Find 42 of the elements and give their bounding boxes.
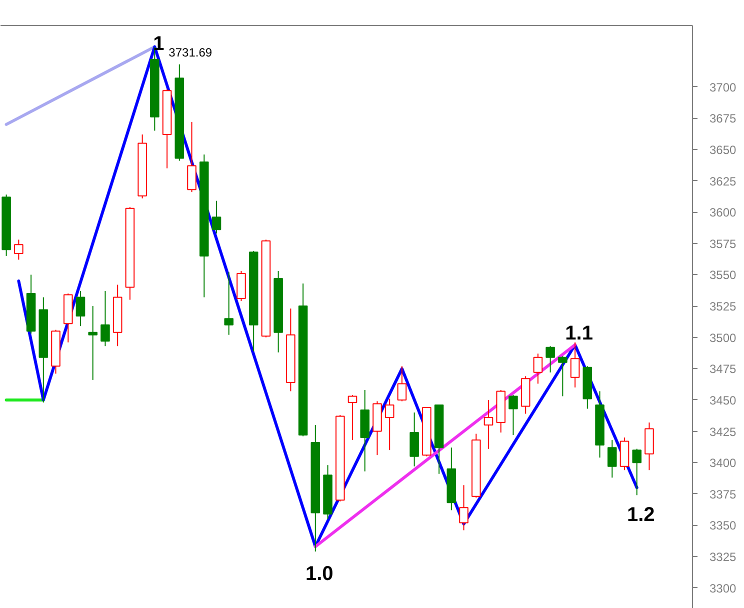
annotation: 1 [153,33,164,56]
y-tick-label: 3700 [710,80,737,94]
candlestick [546,346,555,373]
candlestick [459,484,468,531]
candlestick [632,448,642,496]
y-tick-label: 3650 [710,142,737,157]
candlestick [607,440,617,478]
candlestick [100,290,110,347]
candlestick [212,200,222,234]
y-tick-label: 3475 [710,362,737,376]
y-tick-label: 3600 [710,206,737,220]
candlestick [384,398,394,451]
annotation: 3731.69 [168,45,212,60]
y-tick-label: 3525 [710,300,737,314]
y-tick-label: 3350 [710,518,737,533]
candlestick [224,272,234,336]
candlestick [484,399,494,450]
annotation: 1.2 [626,504,655,526]
y-tick-label: 3500 [710,330,737,345]
candlestick [558,356,568,397]
y-tick-label: 3450 [710,393,737,408]
candlestick [348,394,358,441]
y-tick-label: 3400 [710,456,737,470]
candlestick [397,366,407,402]
candlestick [187,121,196,193]
candlestick [533,353,543,384]
y-tick-label: 3325 [710,550,737,564]
candlestick [88,306,98,380]
candlestick [14,239,24,260]
candlestick [76,290,86,327]
candlestick [410,412,419,467]
y-tick-label: 3425 [710,424,737,439]
y-tick-label: 3300 [710,581,737,596]
y-tick-label: 3575 [710,236,737,251]
candlestick [508,394,518,436]
annotation: 1.1 [565,322,593,344]
y-tick-label: 3550 [710,268,737,282]
y-tick-label: 3375 [710,487,737,502]
annotation: 1.0 [306,562,334,585]
y-tick-label: 3675 [710,112,737,126]
y-tick-label: 3625 [710,174,737,188]
candlestick [570,342,580,388]
